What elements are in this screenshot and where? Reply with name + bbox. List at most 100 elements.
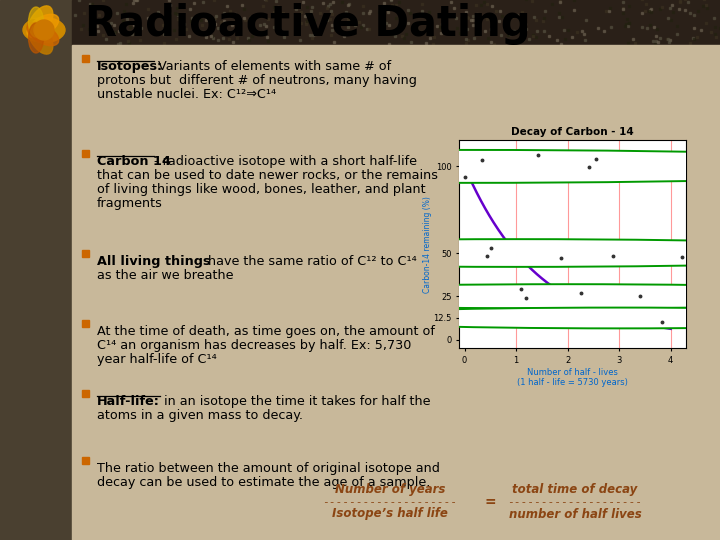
Text: Variants of elements with same # of: Variants of elements with same # of [153,60,391,73]
Bar [455,17,457,19]
Bar [262,5,264,7]
Bar [425,42,427,44]
Bar [477,27,480,29]
Bar [646,27,648,29]
Bar [544,30,546,32]
Bar [248,23,250,24]
Bar [360,26,361,29]
Bar [495,10,498,12]
Bar [140,28,142,29]
Text: Carbon 14: Carbon 14 [97,155,171,168]
Bar [346,4,348,6]
Bar [228,38,230,40]
Bar [528,38,530,40]
Bar [327,5,328,8]
Bar [687,1,689,3]
Bar [573,9,575,11]
Bar [108,23,110,25]
Bar [644,10,646,12]
Text: have the same ratio of C¹² to C¹⁴: have the same ratio of C¹² to C¹⁴ [204,255,417,268]
Bar [556,39,558,41]
Bar [679,2,681,3]
Bar [425,15,427,17]
Bar [552,3,554,4]
Bar [693,14,696,16]
Text: decay can be used to estimate the age of a sample.: decay can be used to estimate the age of… [97,476,431,489]
Bar [306,21,308,22]
Bar [397,1,400,3]
Bar [654,43,657,45]
Text: At the time of death, as time goes on, the amount of: At the time of death, as time goes on, t… [97,325,435,338]
Bar [221,25,223,27]
Bar [490,42,492,43]
Text: protons but  different # of neutrons, many having: protons but different # of neutrons, man… [97,74,417,87]
Bar [83,12,85,14]
Ellipse shape [23,17,65,43]
Ellipse shape [27,6,53,40]
Bar [131,33,133,35]
Circle shape [0,150,720,183]
Bar [439,26,441,29]
Bar [282,12,284,15]
Bar [598,28,600,29]
Bar [259,24,261,25]
Bar [608,10,610,12]
Bar [692,37,694,39]
Bar [223,12,225,14]
Bar [348,3,350,5]
Bar [332,1,334,3]
Bar [119,30,121,32]
Bar [347,18,348,20]
Bar [123,10,125,12]
Bar [88,28,90,30]
Bar [163,42,165,44]
Bar [266,18,269,21]
Bar [215,15,217,17]
Bar [176,7,178,9]
Bar [263,23,264,25]
Bar [433,36,435,38]
Circle shape [207,284,720,308]
Bar [628,5,630,7]
Bar [650,8,652,10]
Circle shape [310,308,720,328]
Bar [667,38,669,39]
Bar [624,25,626,27]
Text: total time of decay: total time of decay [513,483,638,496]
Bar [112,24,114,26]
Bar [498,20,500,22]
Ellipse shape [34,20,54,40]
Bar [429,37,431,39]
Bar [390,33,392,35]
Bar [366,28,369,30]
Bar [300,11,302,12]
Bar [514,31,516,32]
Bar [535,36,537,38]
Bar [402,37,405,39]
Bar [313,19,315,21]
Bar [671,4,673,6]
Bar [572,36,573,38]
Ellipse shape [27,20,53,54]
Bar [507,33,508,36]
Bar [0,0,72,540]
Bar [480,4,482,6]
Bar [266,36,269,38]
Bar [191,17,193,18]
Bar [583,33,585,35]
Bar [564,29,565,31]
Bar [532,34,534,36]
Bar [169,4,171,6]
Bar [283,36,285,38]
Bar [486,3,488,5]
Bar [432,43,434,45]
Bar [202,14,204,16]
Bar [82,250,89,257]
Bar [326,7,328,9]
Bar [401,36,403,37]
Bar [536,19,537,22]
Bar [277,21,279,23]
Bar [446,16,447,18]
Bar [461,14,463,16]
Bar [491,5,493,7]
